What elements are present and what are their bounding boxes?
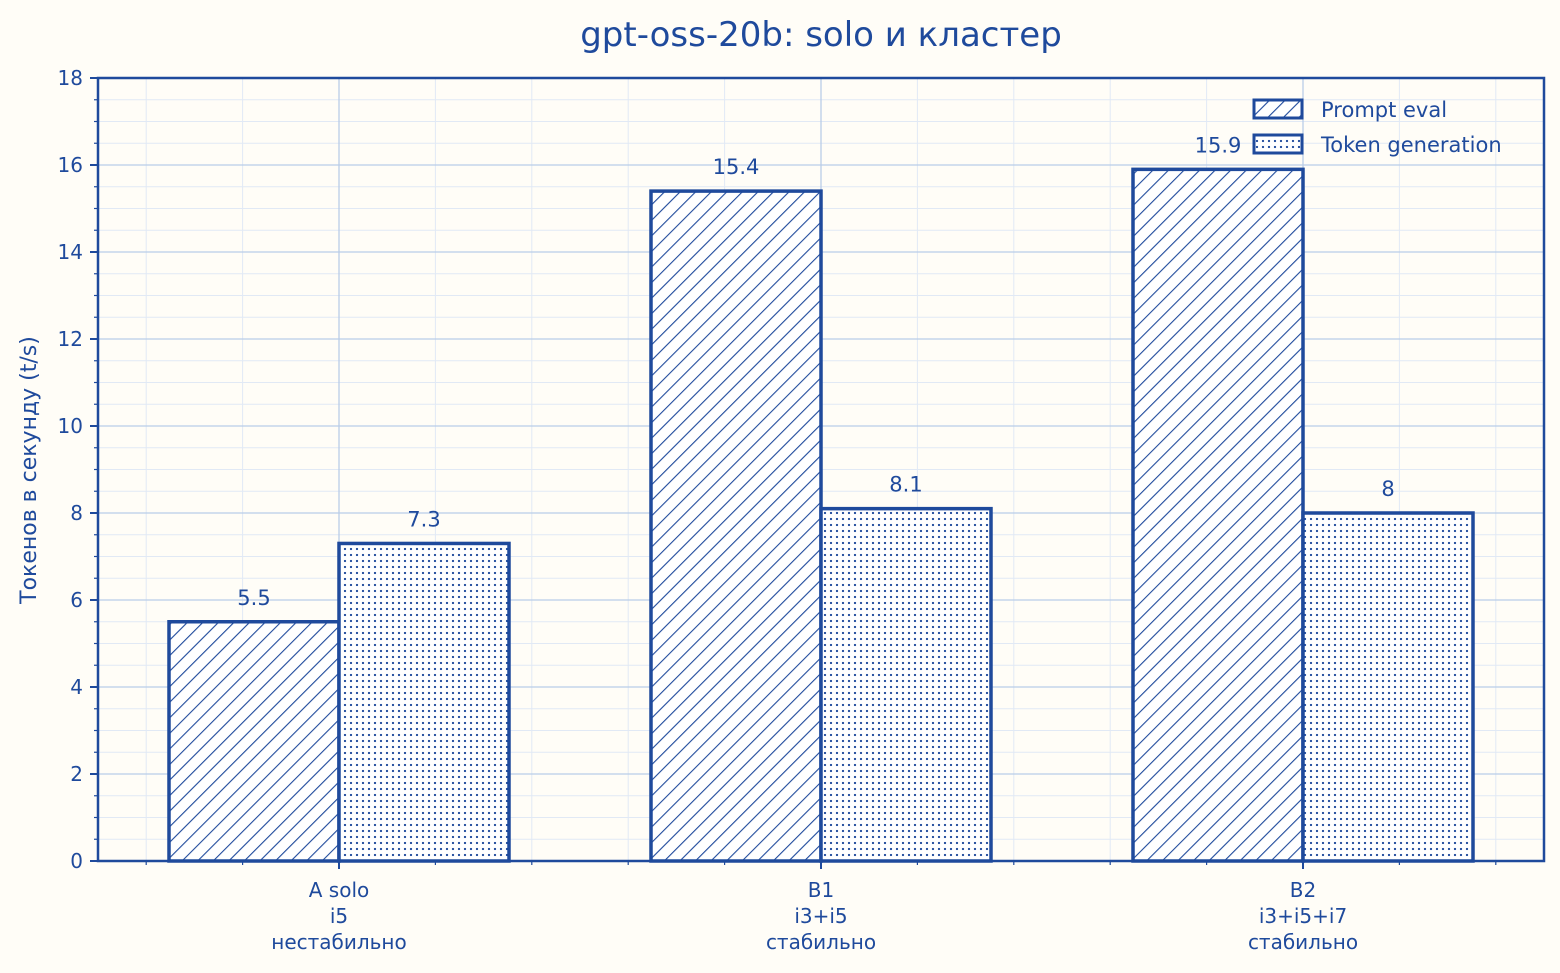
y-tick-label: 14 (58, 240, 83, 264)
y-tick-label: 2 (70, 762, 83, 786)
bar-token-generation (1301, 511, 1475, 863)
chart-title: gpt-oss-20b: solo и кластер (580, 15, 1062, 55)
bars (167, 167, 1475, 863)
legend-label: Token generation (1320, 133, 1502, 157)
bar-value-label: 5.5 (237, 586, 270, 610)
y-tick-label: 6 (70, 588, 83, 612)
bar-value-label: 8.1 (889, 473, 922, 497)
y-tick-label: 18 (58, 66, 83, 90)
value-labels: 5.5 15.4 15.9 7.3 8.1 8 (237, 133, 1394, 609)
x-tick-label-line: i3+i5+i7 (1259, 904, 1347, 928)
legend-swatch (1252, 98, 1304, 120)
bar-value-label: 15.4 (713, 155, 760, 179)
bar-prompt-eval (1131, 167, 1305, 863)
x-tick-label-line: B2 (1290, 878, 1316, 902)
bar-value-label: 8 (1381, 477, 1394, 501)
y-tick-label: 12 (58, 327, 83, 351)
legend: Prompt eval Token generation (1252, 98, 1502, 157)
bar-prompt-eval (167, 620, 341, 863)
x-tick-label-line: A solo (309, 878, 370, 902)
y-tick-label: 4 (70, 675, 83, 699)
x-tick-label-line: i5 (330, 904, 348, 928)
x-tick-label-line: стабильно (1248, 930, 1358, 954)
x-tick-label: B2 i3+i5+i7 стабильно (1248, 878, 1358, 954)
bar-token-generation (337, 541, 511, 863)
y-tick-label: 0 (70, 849, 83, 873)
bar-token-generation (819, 506, 993, 863)
x-tick-label: A solo i5 нестабильно (271, 878, 407, 954)
bar-prompt-eval (649, 189, 823, 863)
x-tick-label-line: i3+i5 (794, 904, 847, 928)
y-tick-label: 10 (58, 414, 83, 438)
x-tick-label-line: B1 (808, 878, 834, 902)
x-tick-label: B1 i3+i5 стабильно (766, 878, 876, 954)
y-axis-label: Токенов в секунду (t/s) (17, 336, 42, 605)
legend-label: Prompt eval (1321, 98, 1447, 122)
y-tick-label: 8 (70, 501, 83, 525)
bar-value-label: 7.3 (407, 507, 440, 531)
legend-swatch (1252, 133, 1304, 155)
x-tick-label-line: нестабильно (271, 930, 407, 954)
x-tick-label-line: стабильно (766, 930, 876, 954)
y-tick-label: 16 (58, 153, 83, 177)
bar-value-label: 15.9 (1195, 133, 1242, 157)
